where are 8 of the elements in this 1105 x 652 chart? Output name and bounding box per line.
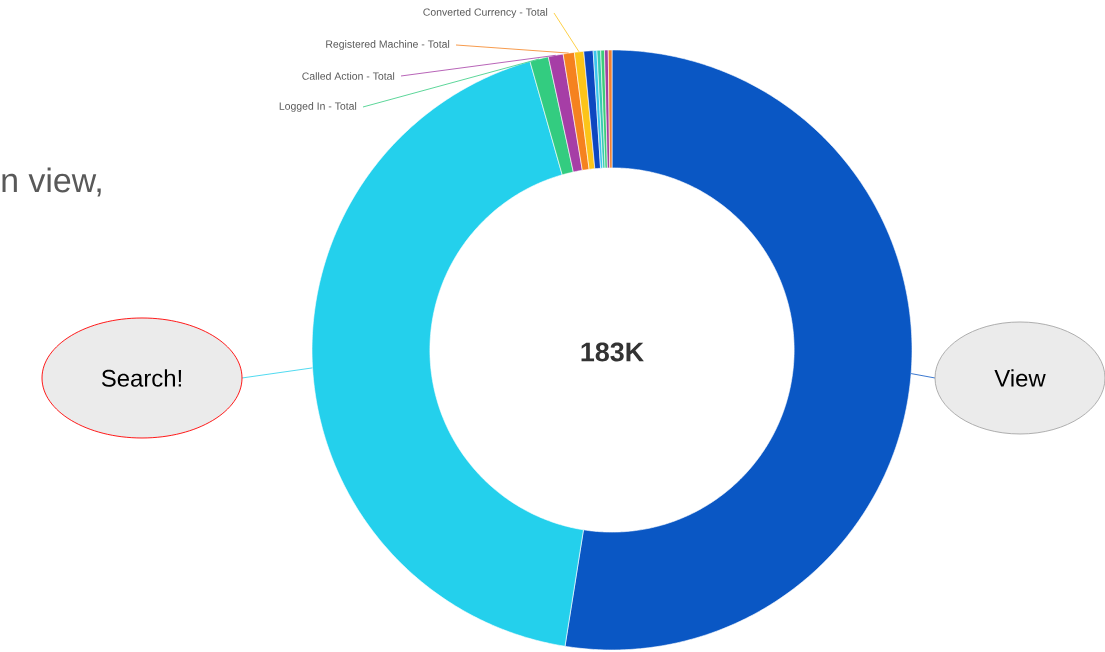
- slice-label: Logged In - Total: [279, 102, 357, 112]
- text: n view,: [2, 167, 101, 197]
- slice-label: Converted Currency - Total: [423, 8, 548, 18]
- slice-label: Called Action - Total: [302, 72, 395, 80]
- slice-label: Registered Machine - Total: [326, 40, 450, 50]
- slice-label: View: [994, 369, 1046, 387]
- text: 183K: [581, 342, 644, 362]
- slice-label: Search!: [101, 369, 182, 387]
